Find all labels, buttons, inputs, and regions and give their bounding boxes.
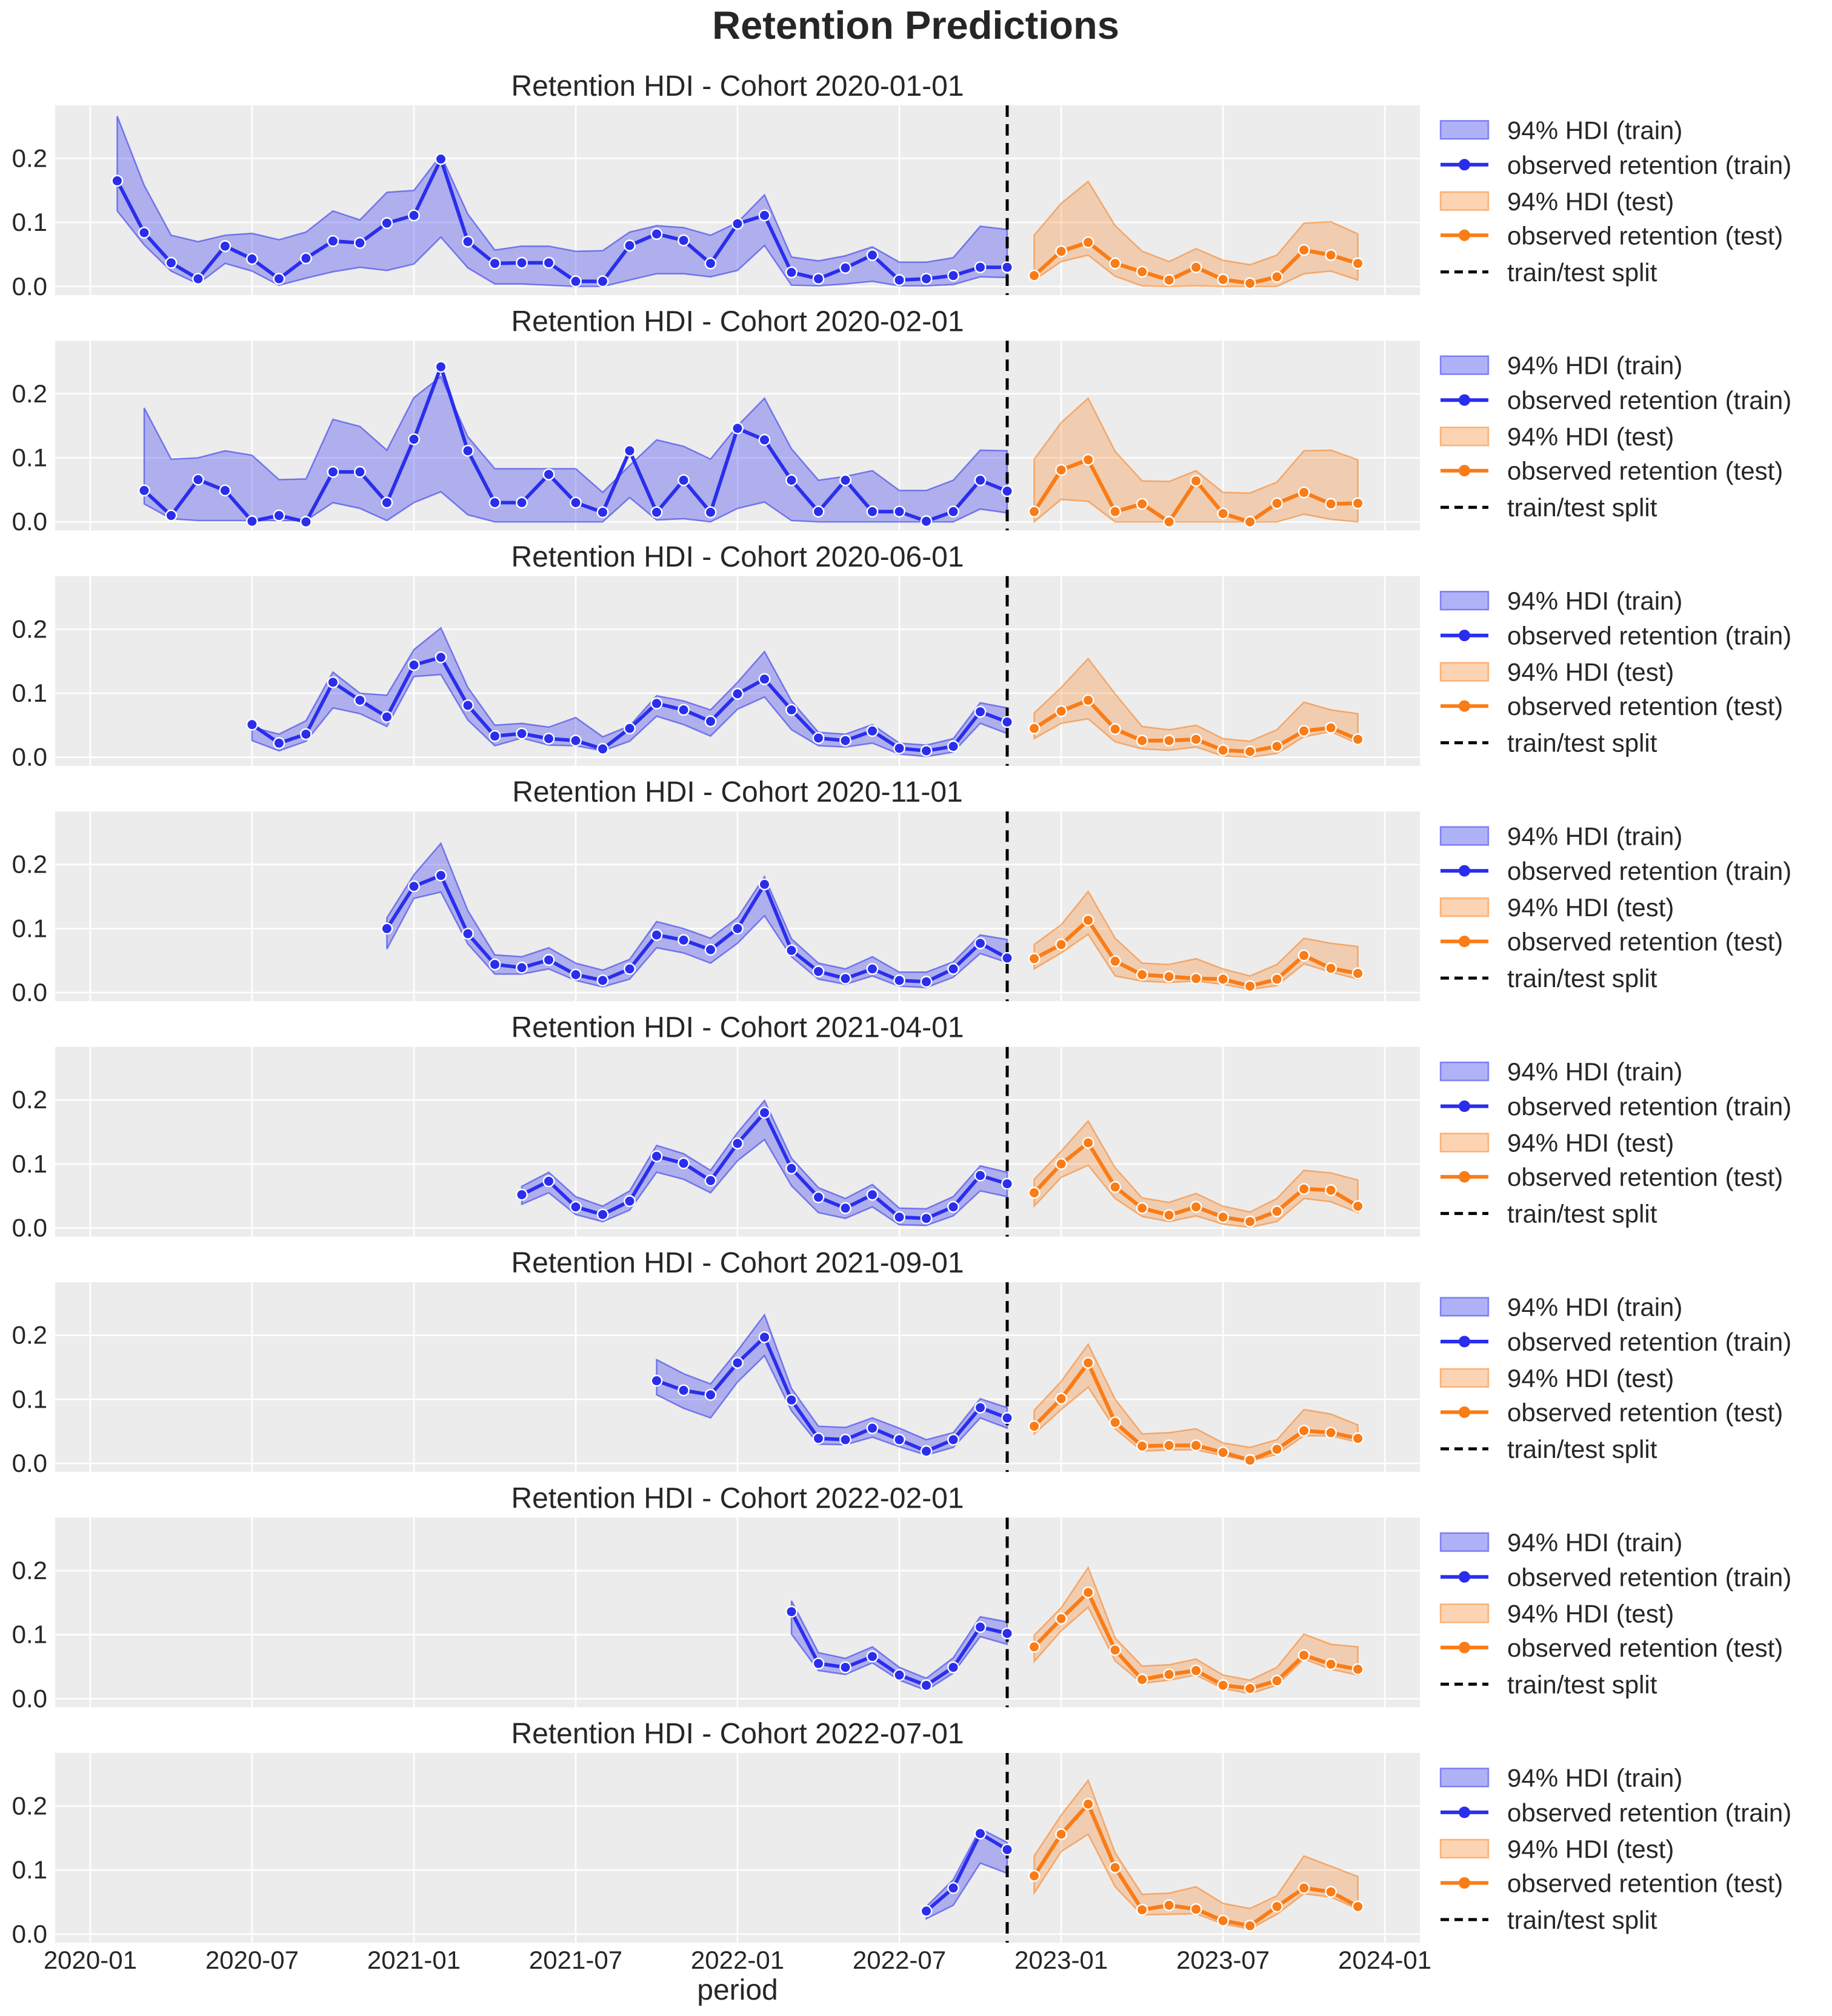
svg-text:0.1: 0.1 (12, 914, 47, 942)
svg-text:observed retention (test): observed retention (test) (1507, 1163, 1783, 1191)
svg-text:0.1: 0.1 (12, 444, 47, 472)
svg-text:0.1: 0.1 (12, 1149, 47, 1178)
svg-text:train/test split: train/test split (1507, 1670, 1657, 1698)
svg-text:0.2: 0.2 (12, 1321, 47, 1349)
svg-text:observed retention (test): observed retention (test) (1507, 692, 1783, 720)
svg-text:0.0: 0.0 (12, 507, 47, 536)
svg-text:observed retention (train): observed retention (train) (1507, 151, 1791, 179)
svg-text:94% HDI (train): 94% HDI (train) (1507, 1293, 1682, 1322)
svg-text:train/test split: train/test split (1507, 1906, 1657, 1934)
svg-text:94% HDI (test): 94% HDI (test) (1507, 1364, 1674, 1392)
svg-text:0.2: 0.2 (12, 614, 47, 643)
svg-text:train/test split: train/test split (1507, 1200, 1657, 1228)
svg-text:0.1: 0.1 (12, 208, 47, 236)
svg-text:0.1: 0.1 (12, 1855, 47, 1884)
svg-text:0.2: 0.2 (12, 850, 47, 879)
svg-text:Retention HDI - Cohort 2022-02: Retention HDI - Cohort 2022-02-01 (511, 1483, 964, 1515)
svg-text:94% HDI (train): 94% HDI (train) (1507, 1057, 1682, 1086)
svg-text:2021-01: 2021-01 (367, 1946, 461, 1974)
svg-text:0.2: 0.2 (12, 1556, 47, 1585)
svg-text:train/test split: train/test split (1507, 1435, 1657, 1463)
svg-text:94% HDI (test): 94% HDI (test) (1507, 1835, 1674, 1863)
svg-text:94% HDI (test): 94% HDI (test) (1507, 187, 1674, 216)
svg-text:0.1: 0.1 (12, 1385, 47, 1413)
svg-text:observed retention (train): observed retention (train) (1507, 386, 1791, 414)
svg-text:2020-01: 2020-01 (44, 1946, 137, 1974)
svg-text:94% HDI (train): 94% HDI (train) (1507, 1528, 1682, 1557)
svg-text:observed retention (test): observed retention (test) (1507, 1399, 1783, 1427)
svg-text:94% HDI (test): 94% HDI (test) (1507, 658, 1674, 687)
svg-text:observed retention (train): observed retention (train) (1507, 857, 1791, 885)
svg-text:0.2: 0.2 (12, 1792, 47, 1820)
svg-text:observed retention (test): observed retention (test) (1507, 457, 1783, 485)
svg-text:2022-01: 2022-01 (691, 1946, 784, 1974)
svg-text:94% HDI (test): 94% HDI (test) (1507, 1599, 1674, 1628)
svg-text:observed retention (train): observed retention (train) (1507, 1798, 1791, 1827)
svg-text:2023-01: 2023-01 (1014, 1946, 1108, 1974)
svg-text:Retention HDI - Cohort 2020-06: Retention HDI - Cohort 2020-06-01 (511, 541, 964, 573)
svg-text:94% HDI (test): 94% HDI (test) (1507, 893, 1674, 922)
svg-text:observed retention (train): observed retention (train) (1507, 622, 1791, 650)
svg-text:Retention HDI - Cohort 2022-07: Retention HDI - Cohort 2022-07-01 (511, 1718, 964, 1750)
svg-text:2023-07: 2023-07 (1176, 1946, 1270, 1974)
svg-text:94% HDI (test): 94% HDI (test) (1507, 422, 1674, 451)
svg-text:Retention Predictions: Retention Predictions (712, 3, 1119, 47)
svg-text:observed retention (test): observed retention (test) (1507, 221, 1783, 250)
svg-text:Retention HDI - Cohort 2020-11: Retention HDI - Cohort 2020-11-01 (512, 776, 963, 808)
svg-text:0.0: 0.0 (12, 1214, 47, 1242)
svg-text:2022-07: 2022-07 (853, 1946, 946, 1974)
svg-text:0.0: 0.0 (12, 272, 47, 301)
svg-text:period: period (697, 1974, 778, 2006)
svg-text:0.0: 0.0 (12, 1920, 47, 1948)
svg-text:0.2: 0.2 (12, 144, 47, 172)
svg-text:observed retention (train): observed retention (train) (1507, 1093, 1791, 1121)
svg-text:train/test split: train/test split (1507, 964, 1657, 993)
svg-text:train/test split: train/test split (1507, 258, 1657, 287)
svg-text:0.1: 0.1 (12, 679, 47, 707)
svg-text:observed retention (test): observed retention (test) (1507, 1869, 1783, 1897)
svg-text:0.2: 0.2 (12, 379, 47, 408)
svg-text:Retention HDI - Cohort 2020-02: Retention HDI - Cohort 2020-02-01 (511, 305, 964, 338)
svg-text:2021-07: 2021-07 (529, 1946, 622, 1974)
svg-text:0.2: 0.2 (12, 1085, 47, 1114)
svg-text:Retention HDI - Cohort 2020-01: Retention HDI - Cohort 2020-01-01 (511, 70, 964, 102)
svg-text:observed retention (train): observed retention (train) (1507, 1563, 1791, 1591)
svg-text:Retention HDI - Cohort 2021-09: Retention HDI - Cohort 2021-09-01 (511, 1247, 964, 1279)
svg-text:2020-07: 2020-07 (205, 1946, 299, 1974)
svg-text:94% HDI (train): 94% HDI (train) (1507, 587, 1682, 615)
svg-text:train/test split: train/test split (1507, 729, 1657, 757)
svg-text:0.0: 0.0 (12, 743, 47, 771)
svg-text:0.0: 0.0 (12, 1684, 47, 1712)
svg-text:0.1: 0.1 (12, 1620, 47, 1649)
svg-text:0.0: 0.0 (12, 978, 47, 1006)
svg-text:Retention HDI - Cohort 2021-04: Retention HDI - Cohort 2021-04-01 (511, 1012, 964, 1044)
svg-text:94% HDI (train): 94% HDI (train) (1507, 116, 1682, 144)
svg-text:94% HDI (test): 94% HDI (test) (1507, 1129, 1674, 1157)
svg-text:observed retention (test): observed retention (test) (1507, 928, 1783, 956)
svg-text:94% HDI (train): 94% HDI (train) (1507, 351, 1682, 380)
svg-text:observed retention (test): observed retention (test) (1507, 1634, 1783, 1662)
svg-text:2024-01: 2024-01 (1338, 1946, 1431, 1974)
svg-text:94% HDI (train): 94% HDI (train) (1507, 1763, 1682, 1792)
svg-text:94% HDI (train): 94% HDI (train) (1507, 822, 1682, 851)
svg-text:observed retention (train): observed retention (train) (1507, 1328, 1791, 1356)
svg-text:0.0: 0.0 (12, 1449, 47, 1477)
svg-text:train/test split: train/test split (1507, 493, 1657, 522)
